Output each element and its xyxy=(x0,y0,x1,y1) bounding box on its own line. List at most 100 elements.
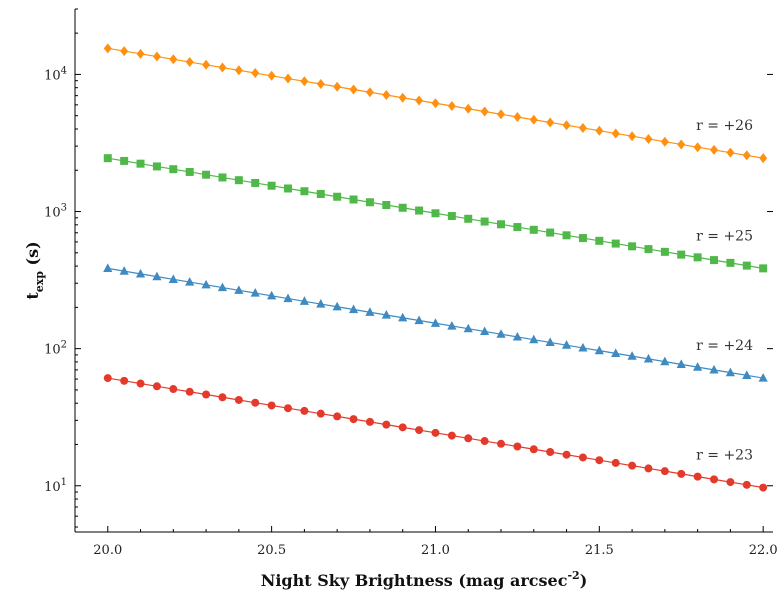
data-point xyxy=(611,348,621,357)
data-point xyxy=(120,376,129,385)
data-point xyxy=(251,68,260,79)
data-point xyxy=(250,288,260,297)
data-point xyxy=(152,382,161,391)
data-point xyxy=(136,379,145,388)
data-point xyxy=(201,279,211,289)
data-point xyxy=(349,195,358,204)
data-point xyxy=(480,106,489,117)
data-point xyxy=(398,92,407,103)
y-tick-label: 102 xyxy=(44,340,67,358)
data-point xyxy=(611,128,620,139)
data-point xyxy=(169,385,178,394)
data-point xyxy=(283,293,293,303)
data-point xyxy=(333,412,342,421)
data-point xyxy=(742,480,751,489)
data-point xyxy=(710,256,719,265)
series-label: r = +23 xyxy=(696,448,753,464)
data-point xyxy=(202,59,211,70)
data-point xyxy=(611,458,620,467)
data-point xyxy=(480,217,489,226)
data-point xyxy=(152,271,162,281)
data-point xyxy=(382,90,391,101)
data-point xyxy=(529,334,539,344)
x-tick-label: 22.0 xyxy=(749,543,778,558)
data-point xyxy=(513,111,522,122)
data-point xyxy=(185,57,194,68)
data-point xyxy=(333,192,342,201)
data-point xyxy=(169,54,178,65)
data-point xyxy=(168,274,178,283)
data-point xyxy=(267,181,276,190)
data-point xyxy=(316,189,325,198)
data-point xyxy=(152,162,161,171)
data-point xyxy=(725,367,735,377)
data-point xyxy=(512,331,522,341)
series-layer xyxy=(103,43,768,492)
labels-layer: r = +26 r = +25 r = +24 r = +23 20.0 20.5 21.0… xyxy=(23,65,778,590)
data-point xyxy=(234,65,243,76)
data-point xyxy=(234,285,244,294)
data-point xyxy=(529,445,538,454)
data-point xyxy=(628,131,637,142)
data-point xyxy=(431,209,440,218)
data-point xyxy=(611,239,620,248)
data-point xyxy=(135,268,146,278)
data-point xyxy=(693,472,702,481)
data-point xyxy=(284,73,293,84)
data-point xyxy=(414,315,424,325)
data-point xyxy=(496,329,506,338)
data-point xyxy=(463,323,473,333)
data-point xyxy=(628,461,637,470)
data-point xyxy=(398,203,407,212)
data-point xyxy=(759,153,768,164)
data-point xyxy=(759,264,768,273)
data-point xyxy=(513,223,522,232)
data-point xyxy=(332,301,342,311)
data-point xyxy=(497,220,506,229)
y-tick-base: 10 xyxy=(44,206,61,221)
y-tick-base: 10 xyxy=(44,343,61,358)
data-point xyxy=(382,201,391,210)
series-1 xyxy=(103,43,768,164)
data-point xyxy=(677,139,686,150)
y-axis-title-text: t xyxy=(23,292,42,300)
data-point xyxy=(464,434,473,443)
data-point xyxy=(234,176,243,185)
x-tick-label: 21.0 xyxy=(421,543,450,558)
data-point xyxy=(660,467,669,476)
y-tick-label: 104 xyxy=(44,65,67,83)
data-point xyxy=(677,250,686,259)
data-point xyxy=(316,79,325,90)
data-point xyxy=(578,342,588,352)
y-axis-title: texp (s) xyxy=(23,241,46,299)
data-point xyxy=(415,95,424,106)
series-label: r = +24 xyxy=(696,338,753,354)
data-point xyxy=(349,415,358,424)
data-point xyxy=(398,423,407,432)
data-point xyxy=(546,228,555,237)
data-point xyxy=(365,307,375,316)
data-point xyxy=(529,114,538,125)
data-point xyxy=(120,46,129,57)
data-point xyxy=(660,247,669,256)
data-point xyxy=(284,404,293,413)
data-point xyxy=(561,340,572,349)
data-point xyxy=(103,43,112,54)
data-point xyxy=(497,109,506,120)
data-point xyxy=(103,154,112,163)
data-point xyxy=(742,150,751,161)
data-point xyxy=(595,456,604,465)
y-axis-title-sub: exp xyxy=(33,271,46,293)
data-point xyxy=(578,122,587,133)
data-point xyxy=(251,178,260,187)
data-point xyxy=(578,234,587,243)
data-point xyxy=(136,159,145,168)
data-point xyxy=(595,125,604,136)
data-point xyxy=(758,373,768,382)
series-label: r = +26 xyxy=(696,118,753,134)
data-point xyxy=(103,263,113,272)
x-axis-title: Night Sky Brightness (mag arcsec-2) xyxy=(261,569,588,590)
data-point xyxy=(710,475,719,484)
